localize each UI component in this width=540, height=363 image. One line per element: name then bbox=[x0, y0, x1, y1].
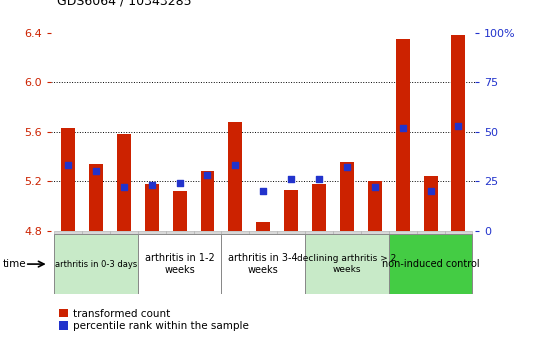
Bar bbox=[361, 231, 389, 238]
Bar bbox=[166, 231, 193, 238]
Bar bbox=[396, 39, 410, 231]
Point bbox=[370, 184, 379, 190]
Point bbox=[315, 176, 323, 182]
Point bbox=[119, 184, 128, 190]
Bar bbox=[256, 222, 270, 231]
Point bbox=[147, 182, 156, 188]
Bar bbox=[368, 181, 382, 231]
Bar bbox=[221, 231, 249, 238]
Text: arthritis in 3-4
weeks: arthritis in 3-4 weeks bbox=[228, 253, 298, 275]
Bar bbox=[110, 231, 138, 238]
Bar bbox=[54, 231, 82, 238]
Bar bbox=[228, 122, 242, 231]
Bar bbox=[444, 231, 472, 238]
Bar bbox=[193, 231, 221, 238]
Bar bbox=[117, 134, 131, 231]
Bar bbox=[340, 163, 354, 231]
Text: declining arthritis > 2
weeks: declining arthritis > 2 weeks bbox=[298, 254, 396, 274]
Bar bbox=[145, 184, 159, 231]
Bar bbox=[305, 231, 333, 238]
Point bbox=[399, 125, 407, 131]
Bar bbox=[312, 184, 326, 231]
Bar bbox=[200, 171, 214, 231]
Bar bbox=[423, 176, 437, 231]
Text: time: time bbox=[3, 259, 26, 269]
Point bbox=[64, 162, 72, 168]
Bar bbox=[284, 190, 298, 231]
Bar bbox=[333, 231, 361, 238]
FancyBboxPatch shape bbox=[389, 234, 472, 294]
Bar bbox=[173, 191, 186, 231]
Bar bbox=[417, 231, 444, 238]
Bar bbox=[89, 164, 103, 231]
FancyBboxPatch shape bbox=[305, 234, 389, 294]
Bar bbox=[138, 231, 166, 238]
Bar bbox=[277, 231, 305, 238]
FancyBboxPatch shape bbox=[221, 234, 305, 294]
Point bbox=[203, 172, 212, 178]
Point bbox=[426, 188, 435, 194]
FancyBboxPatch shape bbox=[138, 234, 221, 294]
Bar bbox=[451, 35, 465, 231]
Text: non-induced control: non-induced control bbox=[382, 259, 480, 269]
Point bbox=[176, 180, 184, 186]
Point bbox=[287, 176, 295, 182]
Bar bbox=[61, 128, 75, 231]
Legend: transformed count, percentile rank within the sample: transformed count, percentile rank withi… bbox=[57, 306, 251, 333]
FancyBboxPatch shape bbox=[54, 234, 138, 294]
Point bbox=[92, 168, 100, 174]
Point bbox=[231, 162, 240, 168]
Point bbox=[454, 123, 463, 129]
Text: GDS6064 / 10343285: GDS6064 / 10343285 bbox=[57, 0, 191, 7]
Bar bbox=[249, 231, 277, 238]
Text: arthritis in 0-3 days: arthritis in 0-3 days bbox=[55, 260, 137, 269]
Bar bbox=[389, 231, 417, 238]
Point bbox=[259, 188, 267, 194]
Text: arthritis in 1-2
weeks: arthritis in 1-2 weeks bbox=[145, 253, 214, 275]
Bar bbox=[82, 231, 110, 238]
Point bbox=[342, 164, 351, 170]
